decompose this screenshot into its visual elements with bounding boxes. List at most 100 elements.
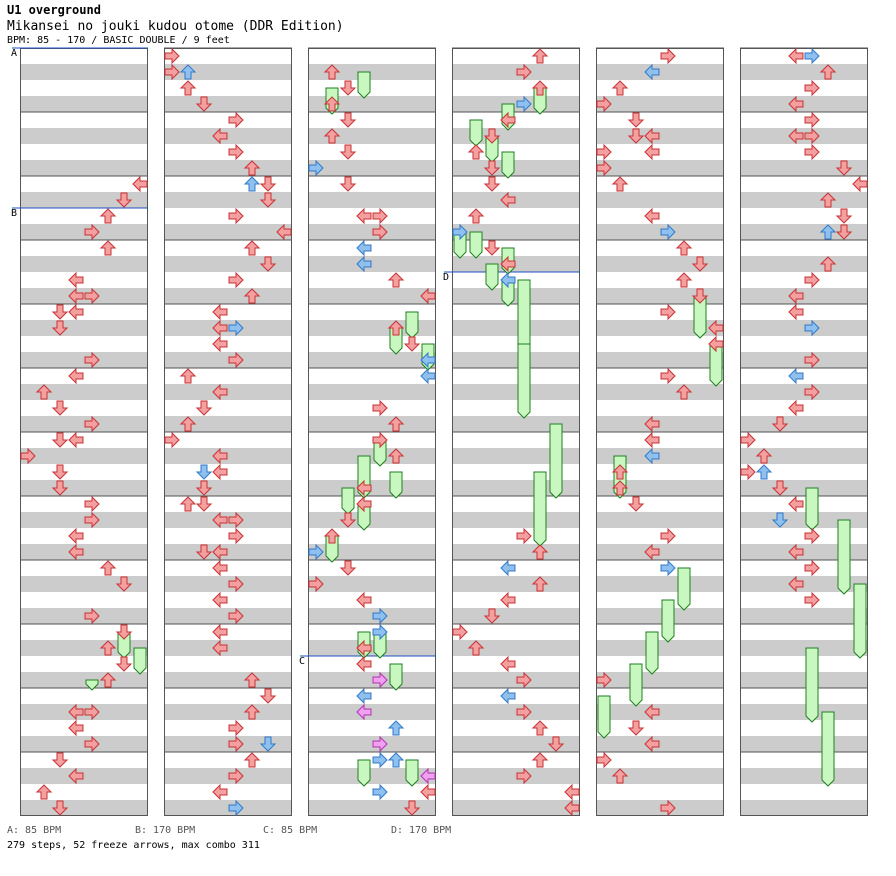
step-arrow: [611, 80, 629, 96]
step-arrow: [675, 384, 693, 400]
step-arrow: [644, 207, 660, 225]
step-arrow: [804, 127, 820, 145]
chart-info: BPM: 85 - 170 / BASIC DOUBLE / 9 feet: [7, 35, 230, 46]
step-arrow: [115, 624, 133, 640]
step-arrow: [467, 208, 485, 224]
step-arrow: [483, 176, 501, 192]
step-arrow: [115, 576, 133, 592]
step-arrow: [740, 431, 756, 449]
step-arrow: [228, 735, 244, 753]
step-arrow: [84, 511, 100, 529]
step-arrow: [420, 367, 436, 385]
step-arrow: [835, 208, 853, 224]
step-arrow: [500, 591, 516, 609]
step-arrow: [243, 672, 261, 688]
step-arrow: [387, 416, 405, 432]
freeze-arrow: [469, 119, 483, 147]
step-arrow: [212, 639, 228, 657]
step-arrow: [531, 576, 549, 592]
step-arrow: [356, 687, 372, 705]
step-arrow: [212, 463, 228, 481]
step-arrow: [644, 431, 660, 449]
freeze-arrow: [405, 759, 419, 787]
freeze-arrow: [661, 599, 675, 643]
bpm-marker-label: A: [11, 48, 17, 59]
step-arrow: [84, 351, 100, 369]
step-arrow: [852, 175, 868, 193]
step-arrow: [68, 303, 84, 321]
step-arrow: [356, 639, 372, 657]
step-arrow: [68, 719, 84, 737]
step-arrow: [596, 751, 612, 769]
step-arrow: [467, 144, 485, 160]
step-arrow: [99, 240, 117, 256]
step-arrow: [788, 47, 804, 65]
step-arrow: [323, 64, 341, 80]
step-arrow: [500, 111, 516, 129]
step-arrow: [420, 287, 436, 305]
step-arrow: [788, 127, 804, 145]
step-arrow: [372, 207, 388, 225]
step-arrow: [531, 752, 549, 768]
step-arrow: [51, 400, 69, 416]
chart-column: [452, 47, 580, 816]
step-arrow: [755, 448, 773, 464]
step-arrow: [243, 160, 261, 176]
step-arrow: [531, 80, 549, 96]
step-arrow: [531, 720, 549, 736]
step-arrow: [68, 367, 84, 385]
step-arrow: [99, 672, 117, 688]
step-arrow: [627, 112, 645, 128]
step-arrow: [516, 703, 532, 721]
step-arrow: [243, 240, 261, 256]
step-arrow: [755, 464, 773, 480]
step-arrow: [516, 527, 532, 545]
step-arrow: [212, 303, 228, 321]
step-arrow: [804, 559, 820, 577]
step-arrow: [531, 48, 549, 64]
step-arrow: [68, 431, 84, 449]
step-arrow: [179, 416, 197, 432]
step-arrow: [500, 191, 516, 209]
step-arrow: [804, 319, 820, 337]
step-arrow: [644, 63, 660, 81]
step-arrow: [35, 384, 53, 400]
freeze-arrow: [485, 263, 499, 291]
step-arrow: [51, 320, 69, 336]
step-arrow: [788, 575, 804, 593]
step-arrow: [804, 383, 820, 401]
freeze-arrow: [549, 423, 563, 499]
step-arrow: [660, 223, 676, 241]
step-arrow: [195, 400, 213, 416]
step-arrow: [84, 607, 100, 625]
step-arrow: [644, 127, 660, 145]
step-arrow: [596, 143, 612, 161]
step-arrow: [387, 752, 405, 768]
step-arrow: [84, 287, 100, 305]
step-arrow: [627, 720, 645, 736]
step-arrow: [660, 47, 676, 65]
chart-column: [308, 47, 436, 816]
step-arrow: [372, 607, 388, 625]
step-arrow: [564, 783, 580, 801]
freeze-arrow: [853, 583, 867, 659]
step-arrow: [259, 176, 277, 192]
step-arrow: [228, 207, 244, 225]
step-arrow: [20, 447, 36, 465]
step-arrow: [403, 800, 421, 816]
step-arrow: [804, 143, 820, 161]
freeze-arrow: [837, 519, 851, 595]
step-arrow: [788, 399, 804, 417]
step-arrow: [228, 143, 244, 161]
step-arrow: [195, 544, 213, 560]
step-arrow: [228, 511, 244, 529]
step-arrow: [339, 112, 357, 128]
step-arrow: [323, 96, 341, 112]
step-arrow: [308, 159, 324, 177]
step-arrow: [356, 479, 372, 497]
step-arrow: [644, 543, 660, 561]
step-arrow: [372, 751, 388, 769]
step-arrow: [339, 80, 357, 96]
freeze-arrow: [405, 311, 419, 339]
